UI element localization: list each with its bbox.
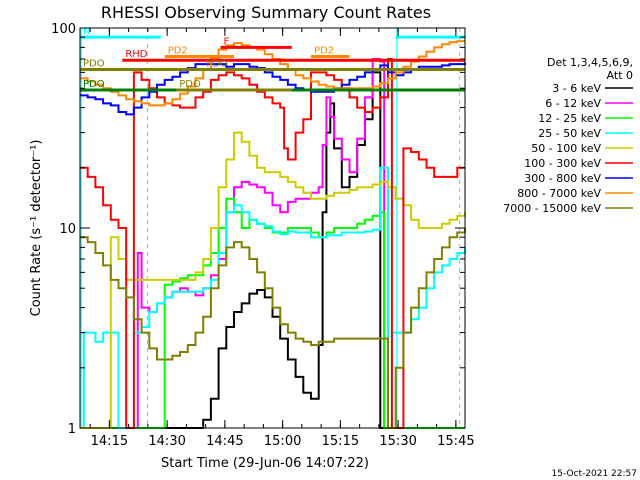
state-bar-label-2: PD2 [168,46,188,57]
timestamp: 15-Oct-2021 22:57 [552,469,637,479]
series-line-5 [80,58,465,429]
state-bar-label-8: PDO [179,79,201,90]
y-tick-label-2: 100 [51,22,76,37]
x-tick-label-1: 14:30 [148,434,185,449]
x-tick-label-5: 15:30 [379,434,416,449]
legend-entry-7: 800 - 7000 keV [517,187,601,200]
state-bar-label-0: N [83,26,90,37]
legend-entry-1: 6 - 12 keV [545,97,601,110]
x-tick-label-4: 15:15 [322,434,359,449]
x-axis-label: Start Time (29-Jun-06 14:07:22) [161,456,369,471]
state-bars: N F PD2 PD2 RHD PDO PDO PDO PDO [80,26,465,92]
legend-title-line-1: Att 0 [607,69,633,82]
axis-ticks: 14:15 14:30 14:45 15:00 15:15 15:30 15:45 1 10 10… [51,22,474,449]
legend-entry-0: 3 - 6 keV [552,82,601,95]
state-bar-label-4: RHD [125,49,147,60]
y-tick-label-0: 1 [68,422,76,437]
x-tick-label-3: 15:00 [264,434,301,449]
chart-title: RHESSI Observing Summary Count Rates [101,3,431,22]
legend-entry-2: 12 - 25 keV [538,112,601,125]
y-tick-label-1: 10 [59,222,76,237]
legend-entry-5: 100 - 300 keV [524,157,601,170]
legend-entry-6: 300 - 800 keV [524,172,601,185]
legend-title-line-0: Det 1,3,4,5,6,9, [547,56,633,69]
x-tick-label-2: 14:45 [206,434,243,449]
series-line-4 [80,131,466,429]
state-bar-label-1: F [224,36,230,47]
x-tick-label-0: 14:15 [91,434,128,449]
state-bar-label-5: PDO [83,59,105,70]
y-axis-label: Count Rate (s⁻¹ detector⁻¹) [29,140,44,317]
x-tick-label-6: 15:45 [437,434,474,449]
legend: Det 1,3,4,5,6,9,Att 0 3 - 6 keV 6 - 12 keV… [503,56,633,215]
series-line-8 [80,228,466,429]
state-bar-label-3: PD2 [314,46,334,57]
legend-entry-8: 7000 - 15000 keV [503,202,601,215]
legend-entry-4: 50 - 100 keV [531,142,601,155]
legend-entry-3: 25 - 50 keV [538,127,601,140]
state-bar-label-7: PDO [83,79,105,90]
state-bar-label-6: PDO [206,59,228,70]
